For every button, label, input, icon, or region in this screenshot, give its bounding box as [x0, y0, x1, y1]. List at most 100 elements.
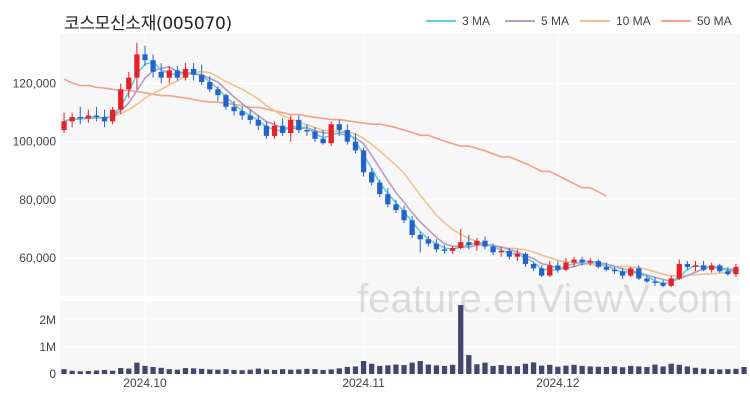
- candle-down: [539, 265, 545, 278]
- legend-item-ma3[interactable]: 3 MA: [426, 14, 490, 28]
- volume-bar: [530, 362, 537, 374]
- candle-body: [587, 261, 593, 263]
- candle-down: [401, 205, 407, 224]
- candle-down: [725, 266, 731, 276]
- candle-body: [603, 266, 610, 270]
- candle-down: [312, 127, 318, 142]
- volume-series: [61, 305, 747, 374]
- candle-up: [709, 262, 715, 273]
- volume-bar: [101, 369, 108, 374]
- legend-item-ma50[interactable]: 50 MA: [661, 14, 732, 28]
- candle-down: [482, 236, 488, 250]
- chart-title: 코스모신소재(005070): [64, 14, 232, 34]
- price-tick-label: 100,000: [13, 135, 57, 149]
- candle-body: [466, 242, 472, 246]
- candle-body: [142, 54, 148, 61]
- candle-body: [709, 265, 715, 270]
- candle-body: [360, 150, 367, 173]
- candle-body: [134, 54, 140, 78]
- volume-bar: [393, 364, 399, 374]
- volume-bar: [401, 365, 407, 374]
- candlestick-series: [61, 42, 739, 288]
- candle-up: [571, 256, 577, 267]
- volume-bar: [93, 370, 100, 374]
- volume-bar: [587, 366, 593, 374]
- candle-body: [482, 240, 488, 247]
- candle-up: [85, 109, 91, 123]
- candle-body: [668, 278, 674, 286]
- candle-body: [717, 265, 723, 272]
- candle-body: [401, 210, 407, 221]
- candle-up: [458, 229, 464, 250]
- candle-body: [101, 116, 108, 122]
- candle-down: [158, 63, 164, 84]
- candle-body: [636, 268, 642, 279]
- volume-bar: [522, 363, 529, 374]
- candle-down: [199, 64, 205, 85]
- candle-body: [231, 106, 237, 112]
- volume-bar: [77, 371, 83, 374]
- candle-down: [644, 275, 650, 283]
- volume-bar: [190, 368, 197, 374]
- candle-body: [247, 115, 253, 120]
- candle-down: [207, 76, 213, 93]
- candle-body: [660, 282, 666, 286]
- candle-down: [296, 115, 302, 133]
- candle-body: [288, 119, 294, 133]
- x-tick-label: 2024.12: [536, 376, 580, 390]
- candle-body: [182, 68, 189, 78]
- candle-up: [449, 246, 456, 254]
- candle-body: [595, 261, 601, 267]
- legend-label-ma10: 10 MA: [616, 14, 651, 28]
- volume-bar: [215, 369, 221, 374]
- volume-bar: [425, 364, 431, 374]
- volume-bar: [490, 365, 496, 374]
- volume-bar: [700, 368, 707, 374]
- candle-down: [684, 261, 691, 270]
- volume-bar: [199, 368, 205, 374]
- volume-bar: [741, 366, 747, 374]
- candle-down: [619, 268, 626, 279]
- volume-bar: [231, 369, 237, 374]
- ma10-legend-swatch: [580, 20, 610, 22]
- candle-body: [336, 124, 342, 131]
- volume-bar: [441, 365, 448, 374]
- volume-bar: [328, 369, 334, 374]
- candle-down: [279, 118, 286, 136]
- candle-body: [514, 253, 521, 257]
- volume-bar: [118, 368, 124, 374]
- candle-body: [498, 250, 504, 253]
- candle-down: [700, 261, 707, 272]
- candle-down: [652, 277, 658, 286]
- volume-bar: [619, 367, 626, 374]
- volume-bar: [360, 361, 367, 374]
- volume-bar: [223, 369, 229, 374]
- volume-bar: [85, 371, 91, 374]
- volume-bar: [207, 369, 213, 374]
- volume-bar: [271, 369, 278, 374]
- candle-down: [77, 106, 83, 125]
- volume-bar: [247, 369, 253, 374]
- candle-down: [611, 266, 618, 275]
- candle-body: [85, 115, 91, 119]
- volume-bar: [344, 366, 351, 374]
- candle-up: [271, 121, 278, 139]
- candle-down: [150, 54, 156, 78]
- candle-up: [692, 261, 699, 272]
- axis-labels: 60,000 80,000 100,000 120,000 0 1M 2M 2024.10 20…: [13, 76, 580, 390]
- volume-bar: [717, 369, 723, 374]
- legend-item-ma10[interactable]: 10 MA: [580, 14, 651, 28]
- candle-body: [223, 95, 229, 107]
- candle-body: [93, 115, 100, 117]
- candle-body: [158, 71, 164, 78]
- candle-body: [296, 119, 302, 131]
- candle-down: [320, 130, 326, 145]
- legend-label-ma50: 50 MA: [697, 14, 732, 28]
- watermark-layer: feature.enViewV.com: [357, 277, 733, 321]
- candle-down: [393, 199, 399, 214]
- legend-item-ma5[interactable]: 5 MA: [505, 14, 569, 28]
- volume-bar: [660, 366, 666, 374]
- candle-body: [733, 266, 739, 275]
- candle-down: [417, 231, 423, 253]
